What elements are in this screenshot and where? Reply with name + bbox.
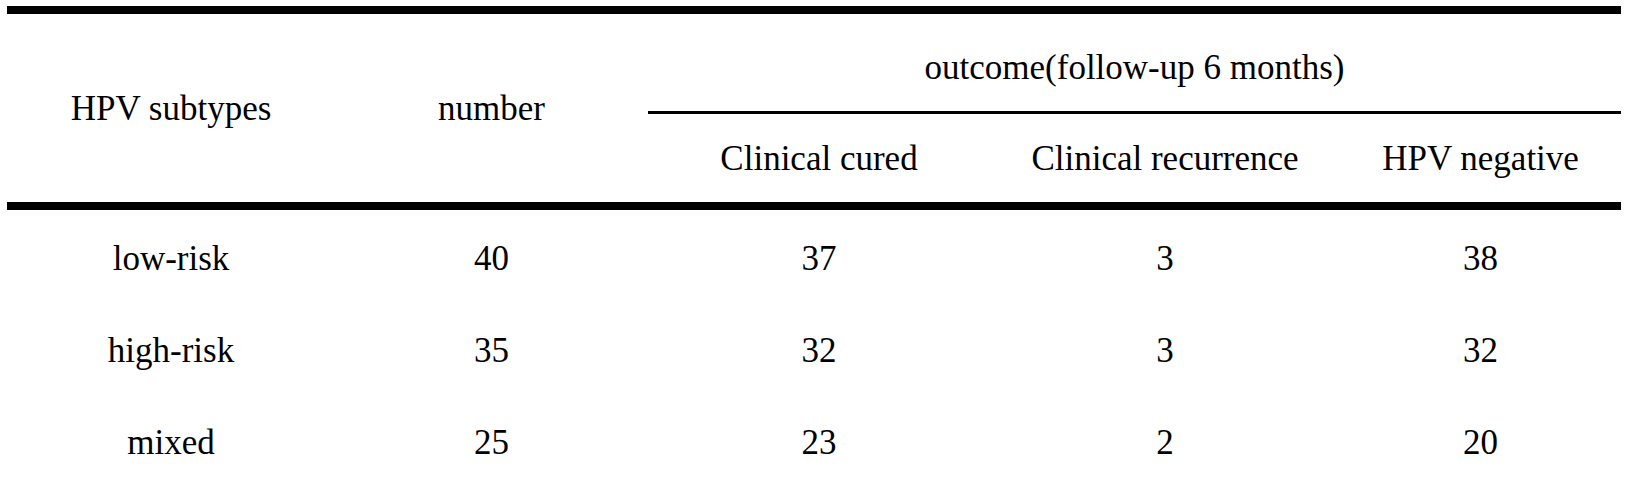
cell-clinical-cured: 23 [648,394,990,480]
cell-clinical-recurrence: 3 [990,206,1340,302]
cell-hpv-negative: 20 [1340,394,1621,480]
header-row-group: HPV subtypes number outcome(follow-up 6 … [7,10,1621,113]
header-cell-outcome-group: outcome(follow-up 6 months) [648,10,1621,113]
header-cell-clinical-cured: Clinical cured [648,113,990,207]
cell-subtype: mixed [7,394,335,480]
table-header: HPV subtypes number outcome(follow-up 6 … [7,10,1621,206]
header-cell-clinical-recurrence: Clinical recurrence [990,113,1340,207]
cell-number: 40 [335,206,648,302]
cell-number: 25 [335,394,648,480]
header-cell-hpv-negative: HPV negative [1340,113,1621,207]
table-row: high-risk 35 32 3 32 [7,302,1621,394]
cell-clinical-recurrence: 2 [990,394,1340,480]
table-row: low-risk 40 37 3 38 [7,206,1621,302]
hpv-outcome-table: HPV subtypes number outcome(follow-up 6 … [7,6,1621,480]
header-cell-hpv-subtypes: HPV subtypes [7,10,335,206]
cell-hpv-negative: 38 [1340,206,1621,302]
header-cell-number: number [335,10,648,206]
table-row: mixed 25 23 2 20 [7,394,1621,480]
cell-clinical-cured: 32 [648,302,990,394]
cell-clinical-recurrence: 3 [990,302,1340,394]
cell-subtype: high-risk [7,302,335,394]
cell-clinical-cured: 37 [648,206,990,302]
cell-subtype: low-risk [7,206,335,302]
table-body: low-risk 40 37 3 38 high-risk 35 32 3 32… [7,206,1621,480]
cell-number: 35 [335,302,648,394]
cell-hpv-negative: 32 [1340,302,1621,394]
